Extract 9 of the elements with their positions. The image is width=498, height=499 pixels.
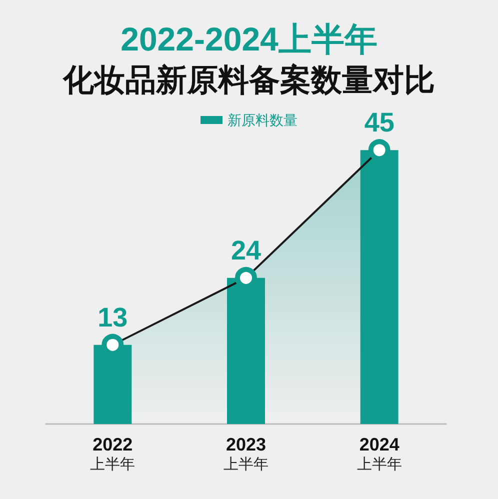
x-tick-label: 2023 上半年 (224, 434, 268, 473)
data-label: 24 (230, 235, 262, 266)
data-label: 45 (364, 108, 394, 138)
legend-label: 新原料数量 (228, 112, 298, 128)
data-label: 13 (98, 302, 128, 332)
chart-subtitle: 化妆品新原料备案数量对比 (62, 62, 435, 98)
x-tick-label: 2022 上半年 (90, 434, 136, 473)
x-tick-label: 2024 上半年 (356, 434, 402, 473)
chart-title: 2022-2024上半年 (120, 20, 378, 58)
